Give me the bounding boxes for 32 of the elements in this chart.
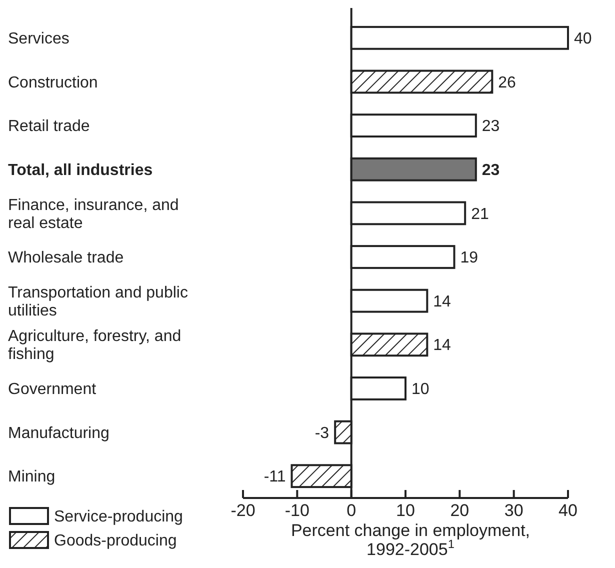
data-label: 21 <box>471 206 489 223</box>
data-label: 19 <box>460 250 478 267</box>
y-tick-label: Transportation and public utilities <box>8 284 188 320</box>
y-tick-label: Wholesale trade <box>8 250 124 267</box>
y-tick-label: Manufacturing <box>8 424 110 442</box>
y-tick-label: Finance, insurance, and real estate <box>8 196 179 232</box>
data-label: -3 <box>314 424 330 442</box>
data-label: -11 <box>264 468 286 486</box>
data-label: 14 <box>433 337 452 354</box>
data-label: 23 <box>482 162 500 179</box>
y-tick-label: Retail trade <box>8 118 90 136</box>
data-label: 10 <box>412 381 430 398</box>
y-tick-label: Services <box>8 30 70 48</box>
x-tick-label: -10 <box>284 501 310 520</box>
legend-label: Service-producing <box>54 508 183 526</box>
x-tick-label: 20 <box>450 501 470 520</box>
y-tick-label: Government <box>8 381 97 398</box>
x-tick-label: 30 <box>504 501 524 520</box>
y-tick-label: Agriculture, forestry, and fishing <box>8 328 182 364</box>
data-label: 26 <box>498 74 516 92</box>
data-label: 23 <box>482 118 500 136</box>
y-tick-label: Mining <box>8 468 56 486</box>
x-tick-label: -20 <box>230 501 256 520</box>
legend-label: Goods-producing <box>54 532 177 550</box>
y-tick-label: Construction <box>8 74 98 92</box>
y-tick-label: Total, all industries <box>8 162 153 179</box>
data-label: 14 <box>433 293 452 310</box>
x-tick-label: 40 <box>558 501 578 520</box>
x-tick-label: 10 <box>396 501 415 520</box>
data-label: 40 <box>574 30 592 48</box>
x-tick-label: 0 <box>346 501 356 520</box>
x-axis-title: Percent change in employment, 1992-2005$^{1}$ <box>290 521 530 559</box>
